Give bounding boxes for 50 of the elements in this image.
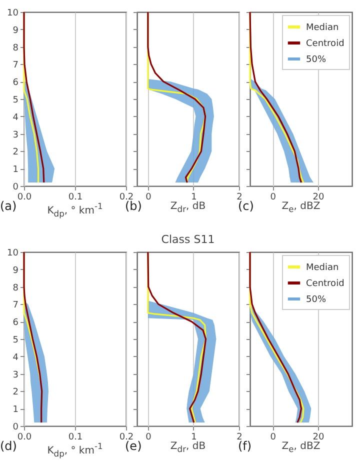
x-tick-label: 0.1: [68, 192, 83, 202]
legend-label: 50%: [306, 295, 326, 305]
text: (b): [125, 199, 142, 213]
x-axis-title: Z$_{dr}$, dB: [170, 201, 206, 214]
y-tick-label: 2: [12, 388, 18, 398]
y-tick-label: 9: [12, 26, 19, 36]
y-tick-label: 8: [12, 283, 19, 294]
y-tick-label: 0: [12, 422, 19, 432]
y-tick-label: 6: [12, 318, 19, 328]
y-tick-label: 3: [12, 130, 18, 140]
y-tick-label: 5: [12, 336, 18, 346]
x-tick-label: 1: [191, 432, 197, 442]
y-tick-label: 6: [12, 78, 19, 88]
x-tick-label: 0: [146, 432, 152, 442]
x-tick-label: 20: [312, 192, 324, 202]
x-tick-label: 20: [312, 432, 324, 442]
y-tick-label: 4: [12, 352, 19, 363]
y-tick-label: 1: [12, 165, 18, 176]
legend-label: Centroid: [306, 279, 344, 289]
x-tick-label: 0: [270, 192, 276, 202]
x-tick-label: 0.0: [17, 432, 32, 442]
x-axis-title: K$_{dp}$, ° km$^{-1}$: [47, 201, 103, 218]
x-tick-label: 0.0: [17, 192, 32, 202]
legend-label: Median: [306, 23, 339, 33]
x-axis-title: Z$_{e}$, dBZ: [282, 201, 320, 214]
y-tick-label: 7: [12, 300, 18, 311]
text: (a): [0, 199, 17, 213]
y-tick-label: 1: [12, 405, 18, 416]
y-tick-label: 8: [12, 43, 19, 54]
x-tick-label: 0.1: [68, 432, 83, 442]
legend-label: 50%: [306, 55, 326, 65]
y-tick-label: 2: [12, 148, 18, 158]
text: (d): [0, 439, 17, 453]
y-tick-label: 5: [12, 96, 18, 106]
y-tick-label: 10: [7, 248, 19, 258]
y-tick-label: 7: [12, 60, 18, 71]
y-tick-label: 3: [12, 370, 18, 380]
x-axis-title: Z$_{dr}$, dB: [170, 441, 206, 454]
y-tick-label: 0: [12, 182, 19, 192]
legend-label: Centroid: [306, 39, 344, 49]
chart-title: Class S11: [161, 233, 215, 246]
y-tick-label: 10: [7, 8, 19, 18]
x-axis-title: Z$_{e}$, dBZ: [282, 441, 320, 454]
x-tick-label: 0: [146, 192, 152, 202]
x-tick-label: 0: [270, 432, 276, 442]
x-axis-title: K$_{dp}$, ° km$^{-1}$: [47, 441, 103, 458]
legend-label: Median: [306, 263, 339, 273]
x-tick-label: 1: [191, 192, 197, 202]
y-tick-label: 9: [12, 266, 19, 276]
y-tick-label: 4: [12, 112, 19, 123]
